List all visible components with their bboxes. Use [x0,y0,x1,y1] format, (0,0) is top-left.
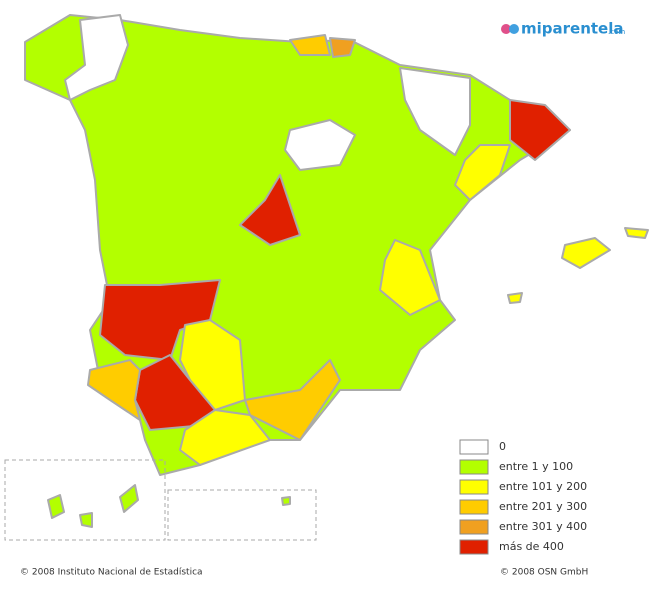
logo-icon [509,24,519,34]
legend-label: más de 400 [499,540,564,553]
island [79,512,93,528]
island [47,494,65,519]
footer-right: © 2008 OSN GmbH [500,568,588,578]
map [4,14,649,541]
canary-box [4,459,166,541]
province [284,119,356,171]
logo-icon [501,24,511,34]
province [454,144,511,201]
province [244,359,341,441]
legend-swatch [459,499,489,515]
ceuta-melilla-box [167,489,317,541]
legend-swatch [459,439,489,455]
province [329,37,356,58]
legend-label: entre 201 y 300 [499,500,587,513]
logo: miparentela .com [501,20,625,38]
island [624,227,649,239]
province [379,239,441,316]
province [289,34,331,56]
logo-text: miparentela [521,20,624,38]
province [179,409,271,466]
legend-label: entre 1 y 100 [499,460,573,473]
province [239,174,301,246]
logo-suffix: .com [608,28,625,36]
footer-left: © 2008 Instituto Nacional de Estadística [20,568,203,578]
province [399,67,471,156]
province [99,279,221,361]
legend: 0 entre 1 y 100 entre 101 y 200 entre 201 y… [459,439,587,555]
legend-label: entre 101 y 200 [499,480,587,493]
island [281,496,291,506]
legend-label: 0 [499,440,506,453]
island [507,292,523,304]
province [509,99,571,161]
province [64,14,129,101]
island [561,237,611,269]
island [119,484,139,513]
province [87,359,141,421]
legend-swatch [459,539,489,555]
legend-swatch [459,519,489,535]
legend-label: entre 301 y 400 [499,520,587,533]
legend-swatch [459,479,489,495]
legend-swatch [459,459,489,475]
